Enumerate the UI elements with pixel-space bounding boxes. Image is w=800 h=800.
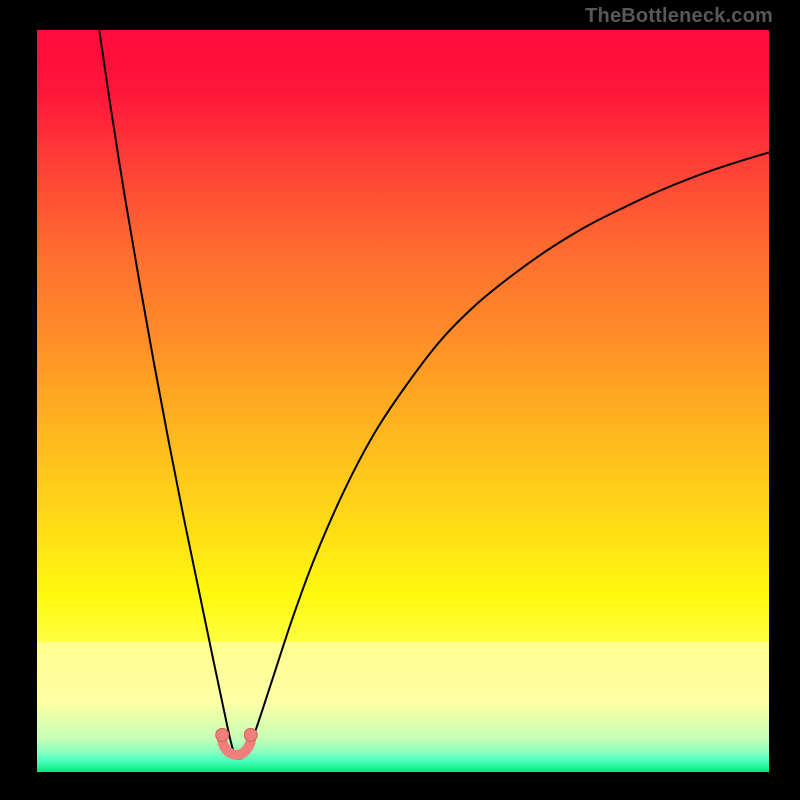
plot-svg <box>37 30 769 772</box>
plot-area <box>37 30 769 772</box>
watermark-text: TheBottleneck.com <box>585 5 773 28</box>
plot-background <box>37 30 769 772</box>
bottom-dot-left <box>216 728 229 741</box>
bottom-dot-right <box>244 728 257 741</box>
chart-stage: TheBottleneck.com <box>0 0 800 800</box>
